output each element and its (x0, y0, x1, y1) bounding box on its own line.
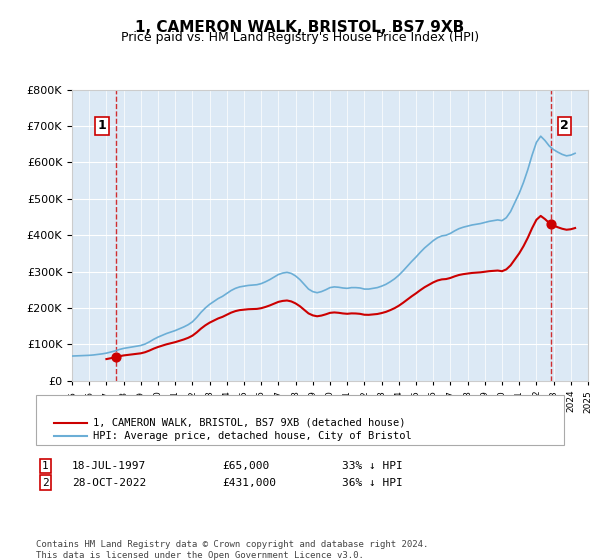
Text: 2: 2 (560, 119, 569, 133)
Text: 2: 2 (42, 478, 49, 488)
Text: 1: 1 (42, 461, 49, 471)
Text: £431,000: £431,000 (222, 478, 276, 488)
Text: 18-JUL-1997: 18-JUL-1997 (72, 461, 146, 471)
Text: 1, CAMERON WALK, BRISTOL, BS7 9XB (detached house): 1, CAMERON WALK, BRISTOL, BS7 9XB (detac… (93, 418, 406, 428)
Text: 28-OCT-2022: 28-OCT-2022 (72, 478, 146, 488)
Text: 1: 1 (98, 119, 106, 133)
Text: £65,000: £65,000 (222, 461, 269, 471)
Point (111, 353, 121, 362)
Text: Contains HM Land Registry data © Crown copyright and database right 2024.
This d: Contains HM Land Registry data © Crown c… (36, 540, 428, 560)
Text: HPI: Average price, detached house, City of Bristol: HPI: Average price, detached house, City… (93, 431, 412, 441)
Text: Price paid vs. HM Land Registry's House Price Index (HPI): Price paid vs. HM Land Registry's House … (121, 31, 479, 44)
Point (546, 220, 556, 228)
Text: 36% ↓ HPI: 36% ↓ HPI (342, 478, 403, 488)
Text: 33% ↓ HPI: 33% ↓ HPI (342, 461, 403, 471)
Text: 1, CAMERON WALK, BRISTOL, BS7 9XB: 1, CAMERON WALK, BRISTOL, BS7 9XB (136, 20, 464, 35)
